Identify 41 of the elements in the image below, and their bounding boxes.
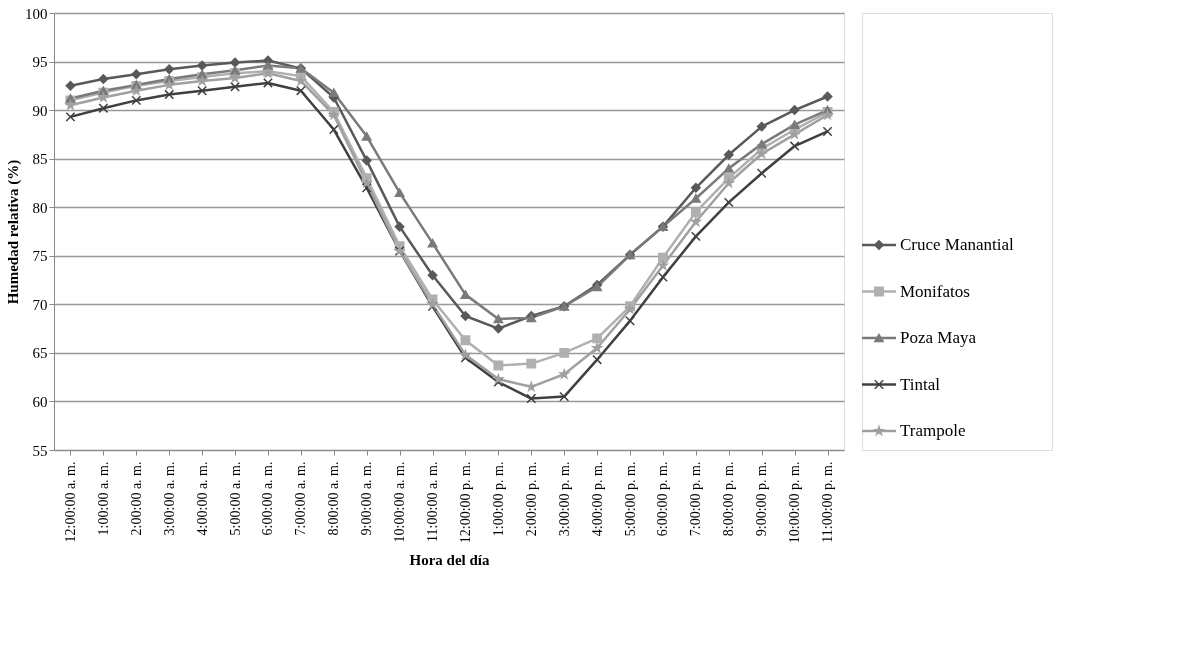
y-tick-label: 70 <box>32 296 48 313</box>
x-tick-label: 7:00:00 a. m. <box>293 461 309 536</box>
y-tick-label: 85 <box>32 151 48 168</box>
x-tick-label: 12:00:00 p. m. <box>457 461 473 544</box>
y-tick-label: 55 <box>32 442 48 459</box>
y-tick-label: 100 <box>25 5 48 22</box>
x-tick-label: 5:00:00 p. m. <box>622 461 638 537</box>
y-tick-label: 90 <box>32 102 48 119</box>
y-tick-label: 95 <box>32 54 48 71</box>
x-axis-title: Hora del día <box>409 552 490 569</box>
legend-label: Cruce Manantial <box>900 235 1015 254</box>
y-tick-label: 60 <box>32 393 48 410</box>
x-tick-label: 1:00:00 p. m. <box>490 461 506 537</box>
x-tick-label: 3:00:00 a. m. <box>161 461 177 536</box>
x-tick-label: 11:00:00 p. m. <box>820 461 836 543</box>
x-tick-label: 10:00:00 a. m. <box>392 461 408 543</box>
x-tick-label: 7:00:00 p. m. <box>688 461 704 537</box>
x-tick-label: 9:00:00 p. m. <box>754 461 770 537</box>
x-tick-label: 6:00:00 a. m. <box>260 461 276 536</box>
x-tick-label: 4:00:00 p. m. <box>589 461 605 537</box>
x-tick-label: 2:00:00 p. m. <box>523 461 539 537</box>
x-tick-label: 10:00:00 p. m. <box>787 461 803 544</box>
x-tick-label: 12:00:00 a. m. <box>62 461 78 543</box>
x-tick-label: 1:00:00 a. m. <box>95 461 111 536</box>
x-tick-label: 6:00:00 p. m. <box>655 461 671 537</box>
x-tick-label: 8:00:00 a. m. <box>326 461 342 536</box>
x-tick-label: 8:00:00 p. m. <box>721 461 737 537</box>
legend-label: Tintal <box>900 374 941 394</box>
y-tick-label: 65 <box>32 345 48 362</box>
x-tick-label: 3:00:00 p. m. <box>556 461 572 537</box>
legend-label: Monifatos <box>900 281 970 301</box>
legend-label: Poza Maya <box>900 328 977 347</box>
x-tick-label: 9:00:00 a. m. <box>359 461 375 536</box>
y-tick-label: 75 <box>32 248 48 265</box>
x-tick-label: 2:00:00 a. m. <box>128 461 144 536</box>
x-tick-label: 4:00:00 a. m. <box>194 461 210 536</box>
legend-label: Trampole <box>900 421 966 440</box>
y-axis-title: Humedad relativa (%) <box>5 159 22 305</box>
y-tick-label: 80 <box>32 199 48 216</box>
x-tick-label: 5:00:00 a. m. <box>227 461 243 536</box>
x-tick-label: 11:00:00 a. m. <box>425 461 441 542</box>
